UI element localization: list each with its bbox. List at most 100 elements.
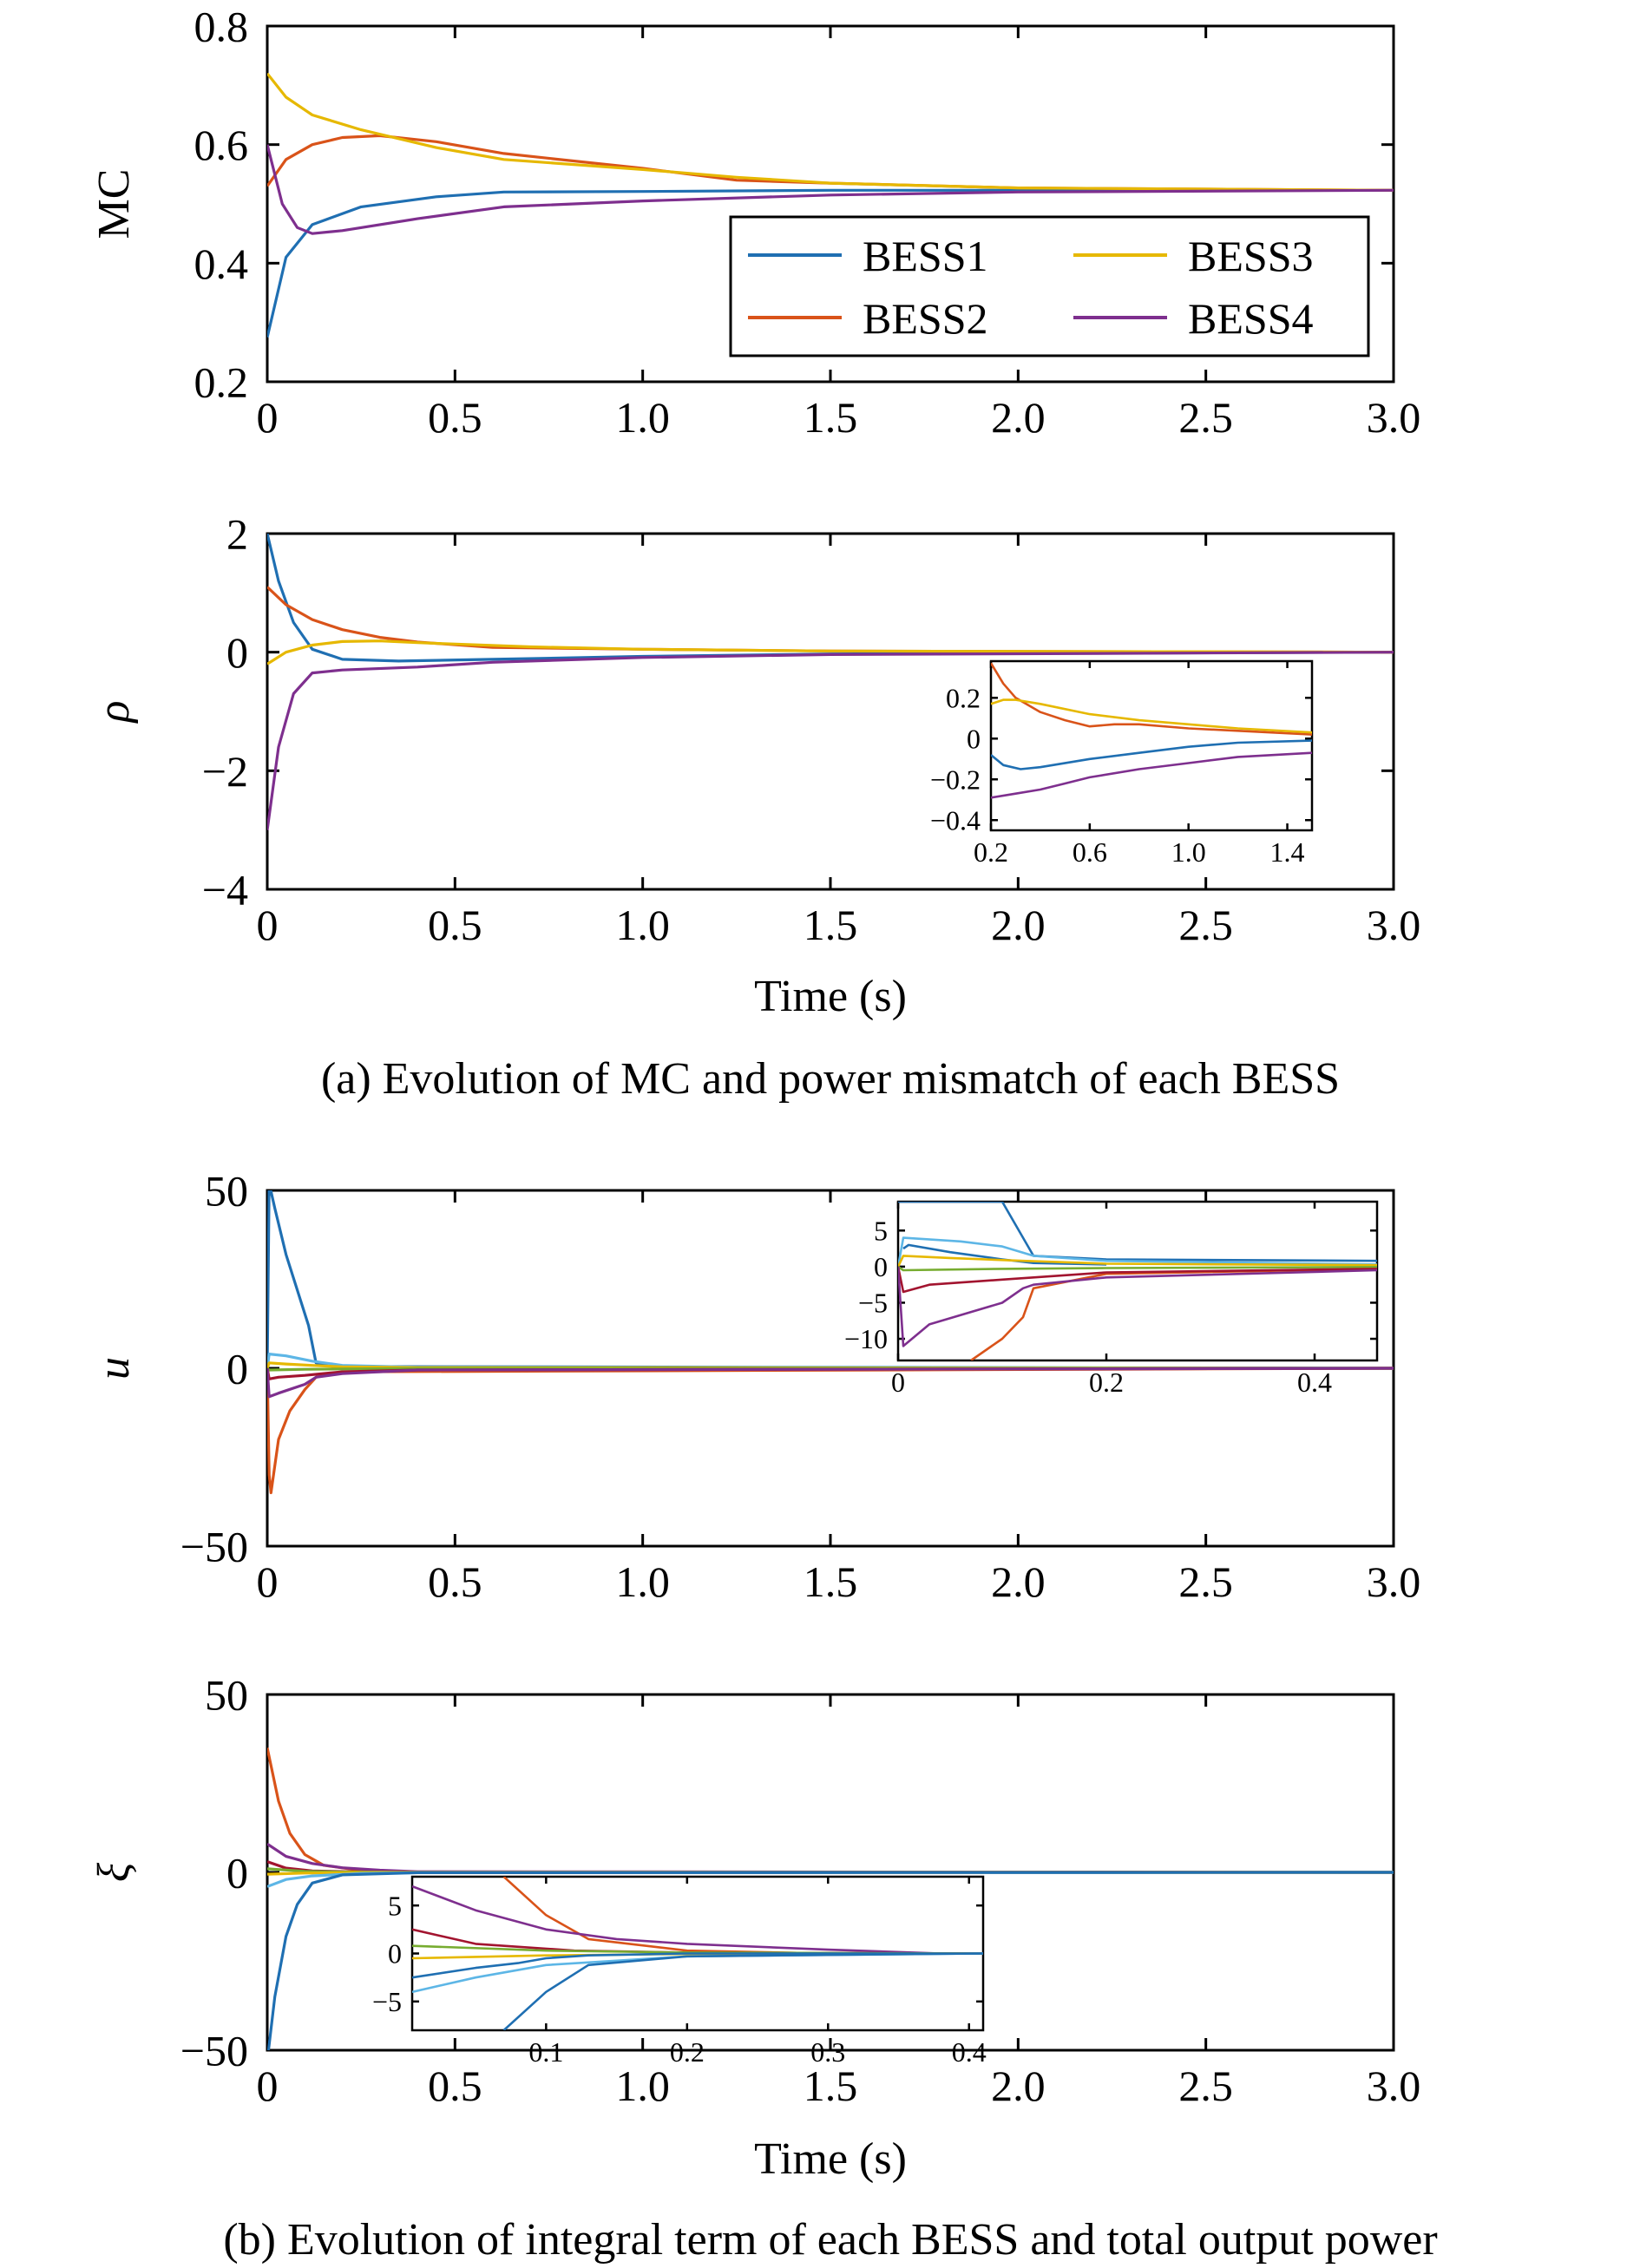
u-inset-ytick-label: 0 [874, 1251, 888, 1282]
u-inset-series-4 [898, 1255, 1377, 1268]
mc-ytick-label: 0.6 [194, 121, 249, 169]
xi-inset: 0.1 0.2 0.3 0.4 5 0 −5 [372, 1875, 987, 2068]
mc-ylabel: MC [89, 169, 139, 239]
rho-ytick-label: −4 [202, 866, 248, 914]
xi-xtick-label: 2.5 [1178, 2062, 1233, 2110]
rho-inset-series-2 [991, 698, 1312, 734]
xi-ytick-label: 0 [226, 1849, 248, 1898]
xi-xtick-label: 2.0 [991, 2062, 1046, 2110]
rho-ytick-label: −2 [202, 747, 248, 796]
u-inset-series-1 [970, 1268, 1377, 1360]
legend-box [729, 215, 1370, 357]
xi-inset-ytick-label: 5 [388, 1890, 402, 1921]
legend-label-bess3: BESS3 [1188, 232, 1314, 280]
u-xtick-label: 2.0 [991, 1557, 1046, 1606]
rho-series-bess4 [267, 651, 1394, 830]
u-inset-xtick-label: 0.4 [1297, 1367, 1332, 1398]
rho-series-bess3 [267, 639, 1394, 665]
u-ytick-label: 0 [226, 1345, 248, 1393]
xi-inset-xtick-label: 0.1 [528, 2036, 563, 2068]
xi-ylabel: ξ [89, 1862, 139, 1882]
xi-xtick-label: 1.0 [615, 2062, 670, 2110]
xi-xtick-label: 0.5 [428, 2062, 482, 2110]
u-series-6 [267, 1367, 1394, 1399]
mc-legend: BESS1 BESS3 BESS2 BESS4 [729, 215, 1370, 357]
xlabel-b: Time (s) [754, 2134, 907, 2184]
xi-xtick-label: 3.0 [1367, 2062, 1421, 2110]
u-inset-ytick-label: −10 [844, 1323, 888, 1354]
rho-inset-ytick-label: −0.2 [930, 764, 981, 795]
u-inset: 0 0.2 0.4 5 0 −5 −10 [844, 1200, 1379, 1398]
mc-series-bess1 [267, 188, 1394, 338]
xi-ytick-label: 50 [205, 1671, 248, 1720]
u-inset-xtick-label: 0.2 [1089, 1367, 1124, 1398]
xi-series-6 [267, 1871, 1394, 2050]
u-xtick-label: 2.5 [1178, 1557, 1233, 1606]
u-xtick-label: 1.0 [615, 1557, 670, 1606]
xi-inset-series-7 [502, 1952, 983, 2030]
rho-inset-ytick-label: −0.4 [930, 804, 981, 836]
rho-inset-series-3 [991, 751, 1312, 799]
u-inset-series-3 [902, 1243, 1107, 1266]
rho-inset-xtick-label: 1.4 [1270, 836, 1305, 868]
mc-xtick-label: 3.0 [1367, 393, 1421, 442]
legend-label-bess1: BESS1 [863, 232, 988, 280]
u-inset-series-0 [898, 1202, 1377, 1262]
rho-inset-ytick-label: 0.2 [946, 682, 981, 713]
u-inset-series-7 [898, 1266, 1377, 1347]
rho-inset-series-0 [991, 739, 1312, 770]
legend-label-bess2: BESS2 [863, 294, 988, 343]
xi-inset-ytick-label: 0 [388, 1938, 402, 1970]
rho-inset-xtick-label: 0.2 [974, 836, 1008, 868]
rho-ytick-label: 2 [226, 510, 248, 559]
rho-ytick-label: 0 [226, 628, 248, 677]
rho-xtick-label: 2.0 [991, 901, 1046, 949]
rho-inset-frame [989, 659, 1314, 832]
u-xtick-label: 0.5 [428, 1557, 482, 1606]
u-xtick-label: 0 [257, 1557, 279, 1606]
xi-xtick-label: 0 [257, 2062, 279, 2110]
rho-inset-series-1 [991, 662, 1312, 736]
mc-series-bess3 [267, 72, 1394, 192]
rho-inset-xtick-label: 1.0 [1171, 836, 1206, 868]
u-inset-series-5 [898, 1265, 1377, 1272]
mc-xtick-label: 1.5 [804, 393, 858, 442]
u-xtick-label: 3.0 [1367, 1557, 1421, 1606]
u-ytick-label: −50 [180, 1523, 248, 1571]
chart-panel-rho: 0 0.5 1.0 1.5 2.0 2.5 3.020−2−4ρ0.2 0.6 1.0 1.40.… [89, 510, 1420, 950]
rho-xtick-label: 1.0 [615, 901, 670, 949]
mc-ytick-label: 0.2 [194, 358, 249, 407]
rho-xtick-label: 0 [257, 901, 279, 949]
xi-ytick-label: −50 [180, 2027, 248, 2075]
xi-inset-xtick-label: 0.3 [810, 2036, 845, 2068]
mc-xtick-label: 0 [257, 393, 279, 442]
mc-series-bess4 [267, 144, 1394, 235]
xi-inset-xtick-label: 0.4 [952, 2036, 987, 2068]
mc-xtick-label: 2.5 [1178, 393, 1233, 442]
u-inset-series-2 [898, 1236, 1377, 1268]
u-inset-ytick-label: 5 [874, 1215, 888, 1246]
rho-xtick-label: 1.5 [804, 901, 858, 949]
xi-inset-xtick-label: 0.2 [670, 2036, 705, 2068]
u-ylabel: u [89, 1357, 139, 1380]
rho-xtick-label: 3.0 [1367, 901, 1421, 949]
xi-inset-ytick-label: −5 [372, 1986, 402, 2017]
mc-ytick-label: 0.8 [194, 3, 249, 51]
rho-xtick-label: 2.5 [1178, 901, 1233, 949]
rho-inset: 0.2 0.6 1.0 1.4 0.2 0 −0.2 −0.4 [930, 659, 1314, 868]
legend-label-bess4: BESS4 [1188, 294, 1314, 343]
u-inset-xtick-label: 0 [891, 1367, 905, 1398]
xlabel-a: Time (s) [754, 972, 907, 1021]
xi-inset-series-6 [412, 1952, 983, 1979]
caption-b: (b) Evolution of integral term of each B… [223, 2215, 1437, 2265]
rho-inset-xtick-label: 0.6 [1073, 836, 1107, 868]
mc-xtick-label: 1.0 [615, 393, 670, 442]
rho-xtick-label: 0.5 [428, 901, 482, 949]
mc-xtick-label: 2.0 [991, 393, 1046, 442]
u-inset-series-6 [898, 1266, 1377, 1294]
xi-xtick-label: 1.5 [804, 2062, 858, 2110]
